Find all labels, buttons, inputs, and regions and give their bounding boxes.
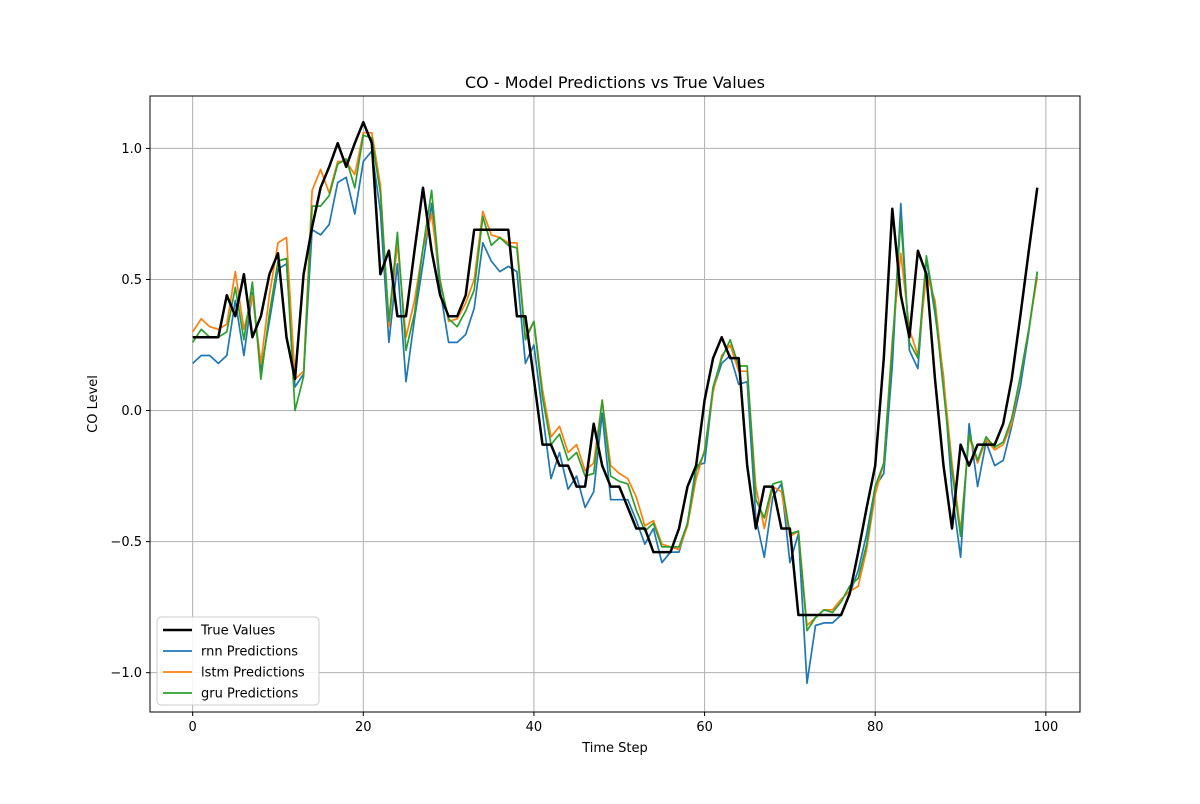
x-tick-label: 20 xyxy=(355,720,372,735)
series-layer xyxy=(191,120,1039,685)
x-tick-label: 60 xyxy=(696,720,713,735)
legend-box xyxy=(156,616,320,706)
y-tick-label: 1.0 xyxy=(121,142,142,157)
series-line-true-values xyxy=(192,120,1039,617)
legend-label: True Values xyxy=(200,624,275,639)
series-line-gru-predictions xyxy=(191,134,1039,632)
y-tick-label: 0.5 xyxy=(121,273,142,288)
y-tick-label: 0.0 xyxy=(121,404,142,419)
ticks: 0 20 40 60 80 100 −1.0 −0.5 0.0 0.5 1.0 xyxy=(110,142,1058,735)
x-tick-label: 40 xyxy=(526,720,543,735)
x-tick-label: 80 xyxy=(867,720,884,735)
legend-label: rnn Predictions xyxy=(201,645,298,660)
legend-label: lstm Predictions xyxy=(201,666,305,681)
x-tick-label: 100 xyxy=(1033,720,1058,735)
y-tick-label: −1.0 xyxy=(110,666,142,681)
x-axis-label: Time Step xyxy=(581,741,648,756)
x-tick-label: 0 xyxy=(189,720,197,735)
legend: True Values rnn Predictions lstm Predictio… xyxy=(156,616,320,706)
y-tick-label: −0.5 xyxy=(110,535,142,550)
y-axis-label: CO Level xyxy=(86,375,101,433)
chart-title: CO - Model Predictions vs True Values xyxy=(465,73,765,92)
plot-frame xyxy=(149,95,1081,713)
legend-label: gru Predictions xyxy=(201,687,299,702)
